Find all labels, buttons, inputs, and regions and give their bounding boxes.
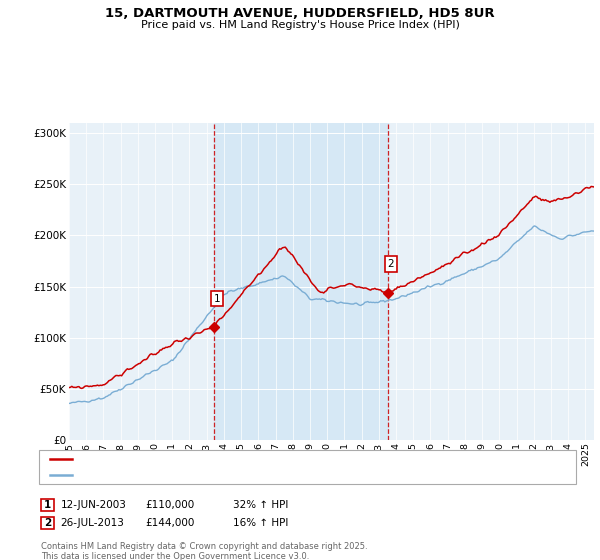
Text: HPI: Average price, semi-detached house, Kirklees: HPI: Average price, semi-detached house,… xyxy=(75,470,315,479)
Bar xyxy=(214,123,388,440)
Text: Price paid vs. HM Land Registry's House Price Index (HPI): Price paid vs. HM Land Registry's House … xyxy=(140,20,460,30)
Text: 1: 1 xyxy=(44,500,51,510)
Text: 16% ↑ HPI: 16% ↑ HPI xyxy=(233,518,288,528)
Text: £110,000: £110,000 xyxy=(146,500,195,510)
Text: 12-JUN-2003: 12-JUN-2003 xyxy=(61,500,127,510)
Text: 1: 1 xyxy=(214,294,220,304)
Text: 2: 2 xyxy=(388,259,394,269)
Text: 2: 2 xyxy=(44,518,51,528)
Text: 26-JUL-2013: 26-JUL-2013 xyxy=(61,518,124,528)
Text: 15, DARTMOUTH AVENUE, HUDDERSFIELD, HD5 8UR: 15, DARTMOUTH AVENUE, HUDDERSFIELD, HD5 … xyxy=(105,7,495,20)
Text: Contains HM Land Registry data © Crown copyright and database right 2025.
This d: Contains HM Land Registry data © Crown c… xyxy=(41,542,367,560)
Text: 15, DARTMOUTH AVENUE, HUDDERSFIELD, HD5 8UR (semi-detached house): 15, DARTMOUTH AVENUE, HUDDERSFIELD, HD5 … xyxy=(75,455,436,464)
Text: 32% ↑ HPI: 32% ↑ HPI xyxy=(233,500,288,510)
Text: £144,000: £144,000 xyxy=(146,518,195,528)
